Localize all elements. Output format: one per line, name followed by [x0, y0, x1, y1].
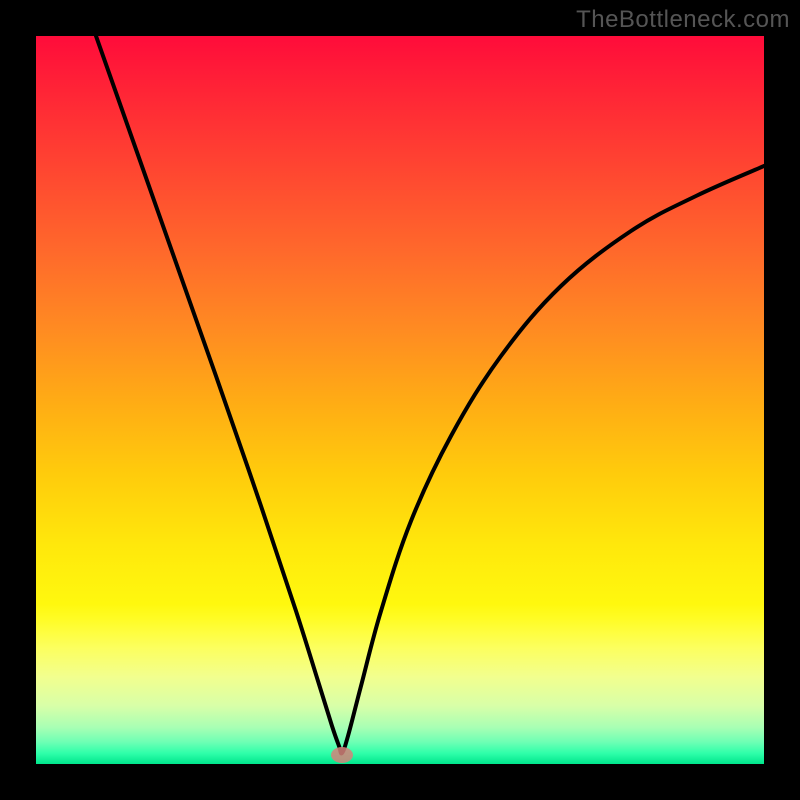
bottleneck-curve	[36, 36, 764, 764]
plot-area	[36, 36, 764, 764]
watermark-text: TheBottleneck.com	[576, 6, 790, 34]
vertex-marker	[331, 747, 353, 763]
chart-container: TheBottleneck.com	[0, 0, 800, 800]
